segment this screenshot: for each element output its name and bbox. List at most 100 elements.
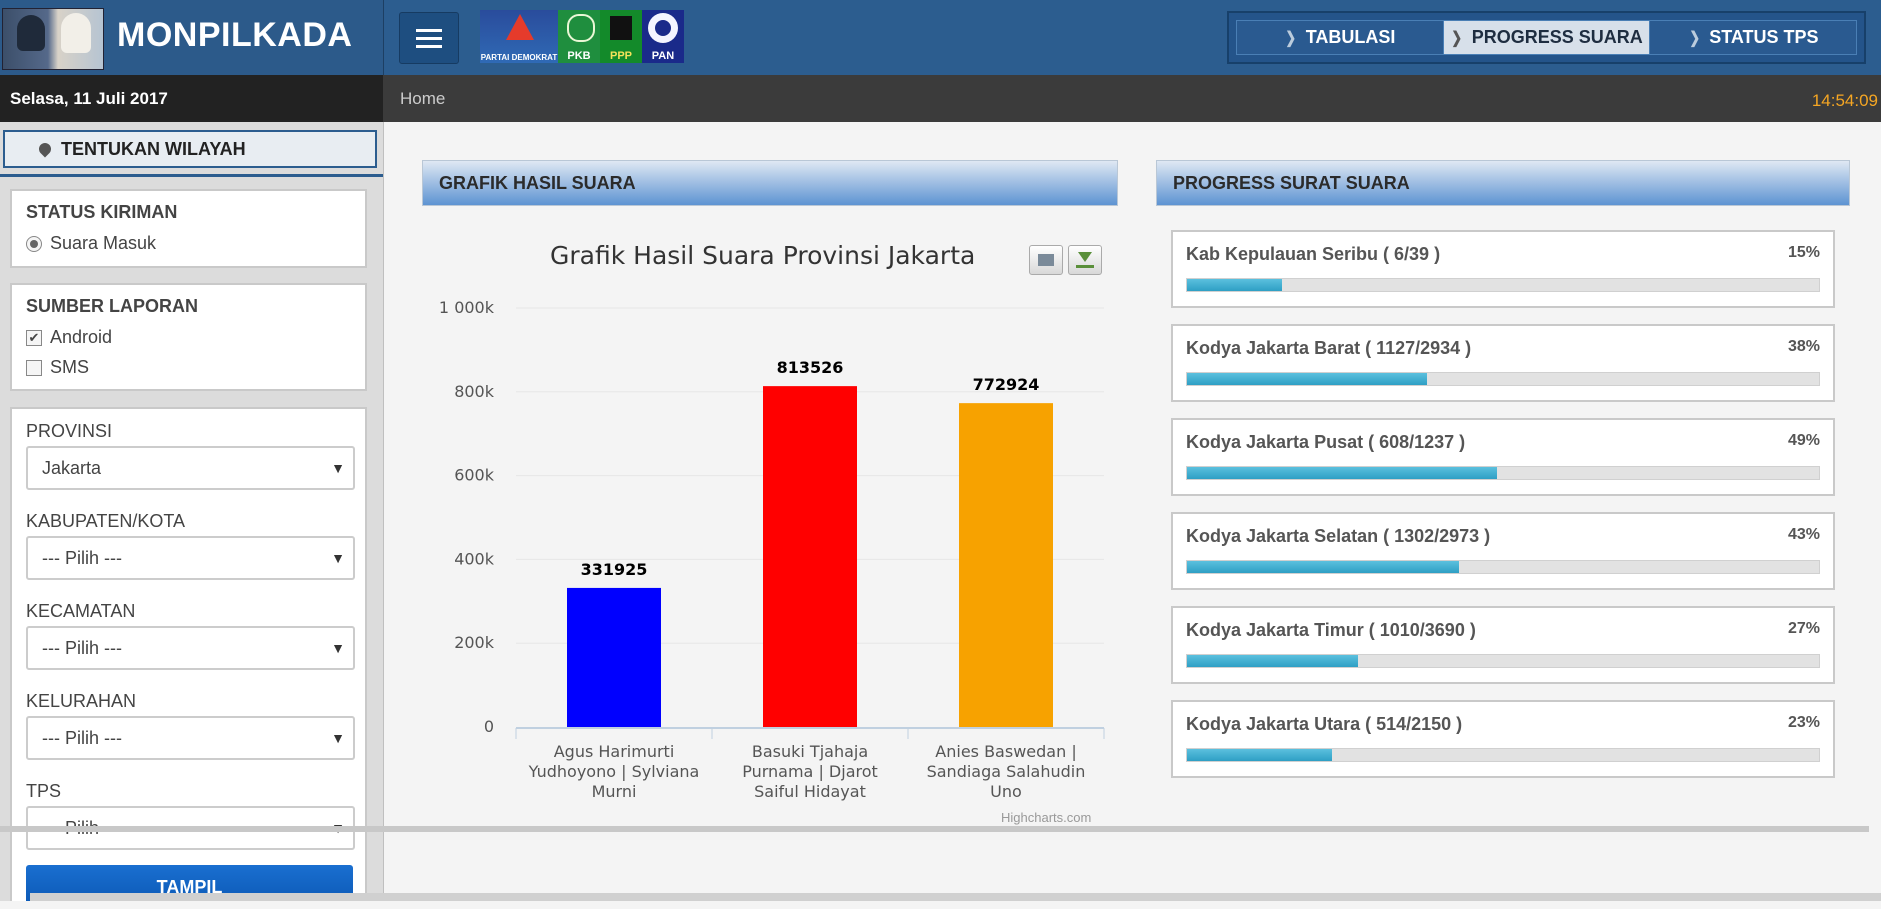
progress-item-percent: 49% — [1787, 432, 1820, 449]
progress-item-name: Kodya Jakarta Timur ( 1010/3690 ) — [1186, 620, 1476, 640]
chevron-right-icon: ❯ — [1451, 29, 1463, 47]
clock: 14:54:09 — [1811, 91, 1878, 110]
select-region-button[interactable]: TENTUKAN WILAYAH — [3, 130, 377, 168]
dropdown-caret-icon: ▼ — [331, 460, 345, 476]
tab-status-tps[interactable]: ❯ STATUS TPS — [1650, 21, 1857, 54]
hamburger-icon — [416, 29, 442, 32]
chart-bar — [959, 403, 1053, 727]
checkbox-android[interactable]: ✔ Android — [26, 327, 112, 348]
dropdown-caret-icon: ▼ — [331, 550, 345, 566]
progress-bar-fill — [1187, 279, 1282, 291]
current-date: Selasa, 11 Juli 2017 — [0, 75, 383, 122]
sumber-laporan-panel: SUMBER LAPORAN ✔ Android SMS — [10, 283, 367, 391]
kecamatan-label: KECAMATAN — [26, 601, 136, 621]
party-logos: PARTAI DEMOKRAT PKB PPP PAN — [480, 10, 692, 63]
progress-item-name: Kodya Jakarta Barat ( 1127/2934 ) — [1186, 338, 1472, 358]
download-icon — [1078, 252, 1092, 262]
status-kiriman-title: STATUS KIRIMAN — [26, 202, 178, 222]
y-tick-label: 600k — [454, 466, 495, 485]
x-category-label: Anies Baswedan | — [935, 742, 1076, 761]
brand-area: MONPILKADA — [0, 0, 384, 75]
provinsi-select[interactable]: Jakarta ▼ — [26, 446, 355, 490]
progress-item: Kab Kepulauan Seribu ( 6/39 ) 15% — [1171, 230, 1835, 308]
progress-item-percent: 23% — [1787, 714, 1820, 731]
progress-item-percent: 38% — [1787, 338, 1820, 355]
progress-item-percent: 27% — [1787, 620, 1820, 637]
dropdown-caret-icon: ▼ — [331, 640, 345, 656]
main-tabs: ❯ TABULASI ❯ PROGRESS SUARA ❯ STATUS TPS — [1227, 11, 1866, 64]
radio-selected-icon — [26, 235, 42, 252]
progress-item-name: Kodya Jakarta Utara ( 514/2150 ) — [1186, 714, 1463, 734]
x-category-label: Basuki Tjahaja — [752, 742, 868, 761]
x-category-label: Agus Harimurti — [554, 742, 675, 761]
y-tick-label: 800k — [454, 382, 495, 401]
print-chart-button[interactable] — [1029, 245, 1063, 275]
progress-item: Kodya Jakarta Selatan ( 1302/2973 ) 43% — [1171, 512, 1835, 590]
chevron-right-icon: ❯ — [1285, 29, 1297, 47]
partai-demokrat-logo: PARTAI DEMOKRAT — [480, 10, 558, 63]
tab-progress-suara[interactable]: ❯ PROGRESS SUARA — [1443, 21, 1651, 54]
kelurahan-label: KELURAHAN — [26, 691, 137, 711]
filter-panel: PROVINSI Jakarta ▼ KABUPATEN/KOTA --- Pi… — [10, 407, 367, 901]
progress-item: Kodya Jakarta Utara ( 514/2150 ) 23% — [1171, 700, 1835, 778]
y-tick-label: 400k — [454, 549, 495, 568]
progress-item-percent: 15% — [1787, 244, 1820, 261]
tab-tabulasi[interactable]: ❯ TABULASI — [1237, 21, 1444, 54]
kecamatan-select[interactable]: --- Pilih --- ▼ — [26, 626, 355, 670]
chart-bar — [567, 587, 661, 727]
progress-bar — [1186, 278, 1820, 292]
chevron-right-icon: ❯ — [1689, 29, 1700, 47]
breadcrumb-home[interactable]: Home — [400, 89, 446, 108]
sumber-laporan-title: SUMBER LAPORAN — [26, 296, 199, 316]
pan-logo: PAN — [642, 10, 684, 63]
progress-bar — [1186, 560, 1820, 574]
chart-panel-header: GRAFIK HASIL SUARA — [422, 160, 1118, 206]
kabupaten-kota-select[interactable]: --- Pilih --- ▼ — [26, 536, 355, 580]
y-tick-label: 0 — [484, 717, 494, 736]
checkbox-sms[interactable]: SMS — [26, 357, 89, 378]
checkbox-unchecked-icon — [26, 359, 42, 376]
hamburger-menu-button[interactable] — [399, 12, 459, 64]
bar-data-label: 331925 — [581, 560, 648, 579]
progress-bar — [1186, 654, 1820, 668]
kelurahan-select[interactable]: --- Pilih --- ▼ — [26, 716, 355, 760]
highcharts-credits[interactable]: Highcharts.com — [1001, 810, 1092, 825]
breadcrumb-bar: Home 14:54:09 — [383, 75, 1881, 122]
x-category-label: Purnama | Djarot — [742, 762, 878, 781]
print-icon — [1038, 254, 1054, 266]
progress-item: Kodya Jakarta Pusat ( 608/1237 ) 49% — [1171, 418, 1835, 496]
sidebar: TENTUKAN WILAYAH STATUS KIRIMAN Suara Ma… — [0, 122, 384, 901]
x-category-label: Yudhoyono | Sylviana — [528, 762, 700, 781]
progress-bar-fill — [1187, 561, 1459, 573]
map-pin-icon — [36, 140, 54, 158]
progress-item: Kodya Jakarta Timur ( 1010/3690 ) 27% — [1171, 606, 1835, 684]
y-tick-label: 1 000k — [439, 298, 495, 317]
progress-item-name: Kodya Jakarta Pusat ( 608/1237 ) — [1186, 432, 1466, 452]
x-category-label: Uno — [990, 782, 1022, 801]
bar-data-label: 772924 — [973, 375, 1040, 394]
provinsi-label: PROVINSI — [26, 421, 113, 441]
radio-suara-masuk[interactable]: Suara Masuk — [26, 233, 156, 254]
page-scrollbar[interactable] — [30, 893, 1881, 901]
progress-bar — [1186, 372, 1820, 386]
chart-bar — [763, 386, 857, 727]
checkbox-checked-icon: ✔ — [26, 329, 42, 346]
pkb-logo: PKB — [558, 10, 600, 63]
download-chart-button[interactable] — [1068, 245, 1102, 275]
x-category-label: Murni — [592, 782, 637, 801]
progress-bar-fill — [1187, 373, 1428, 385]
kabupaten-kota-label: KABUPATEN/KOTA — [26, 511, 186, 531]
top-header: MONPILKADA PARTAI DEMOKRAT PKB PPP PAN ❯… — [0, 0, 1881, 75]
bar-data-label: 813526 — [777, 358, 844, 377]
progress-bar-fill — [1187, 749, 1333, 761]
y-tick-label: 200k — [454, 633, 495, 652]
progress-item-percent: 43% — [1787, 526, 1820, 543]
x-category-label: Sandiaga Salahudin — [927, 762, 1086, 781]
app-title: MONPILKADA — [117, 16, 353, 54]
progress-panel-header: PROGRESS SURAT SUARA — [1156, 160, 1850, 206]
horizontal-scrollbar[interactable] — [0, 826, 1869, 832]
progress-item-name: Kab Kepulauan Seribu ( 6/39 ) — [1186, 244, 1441, 264]
status-kiriman-panel: STATUS KIRIMAN Suara Masuk — [10, 189, 367, 268]
progress-bar — [1186, 466, 1820, 480]
dropdown-caret-icon: ▼ — [331, 730, 345, 746]
